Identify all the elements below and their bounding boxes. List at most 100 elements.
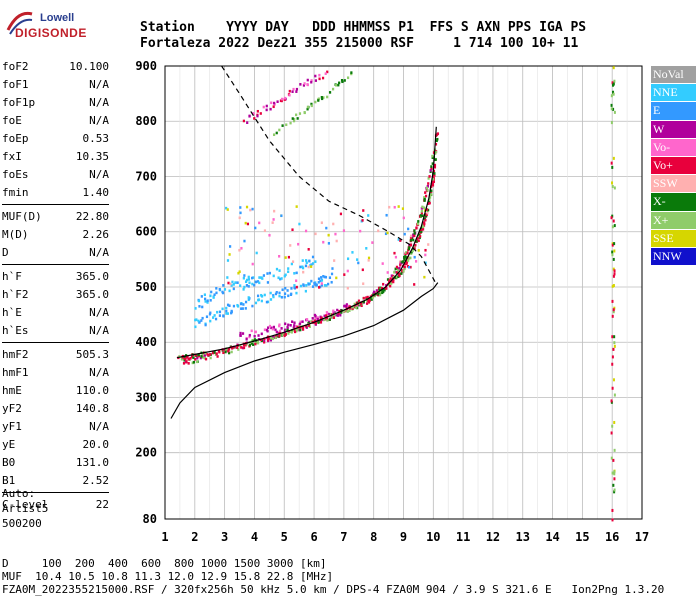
echo-x-trace [432, 174, 435, 178]
echo-o-trace [192, 360, 195, 364]
legend-item-nne: NNE [651, 84, 696, 102]
noise-echo [612, 347, 615, 351]
echo-e-lower [240, 307, 243, 310]
echo-e-lower [290, 292, 293, 296]
echo-w [280, 327, 283, 330]
echo-upper-x [293, 117, 296, 121]
param-separator [2, 492, 109, 493]
x-tick-label: 2 [191, 530, 198, 544]
echo-e-upper [242, 276, 245, 280]
echo-e-upper [203, 293, 206, 297]
echo-w [263, 328, 267, 332]
echo-upper-x [291, 117, 294, 120]
echo-w [250, 329, 253, 333]
echo-o-trace [287, 330, 290, 333]
param-name: foF1p [2, 96, 36, 109]
echo-e-upper [258, 276, 261, 279]
echo-upper-w [253, 117, 256, 120]
plot-frame [164, 65, 643, 520]
echo-o-trace [380, 287, 384, 290]
scatter-echo [295, 285, 298, 289]
echo-o-trace [425, 186, 429, 190]
echo-e-lower [310, 279, 313, 283]
scatter-echo [362, 209, 365, 212]
echo-x-trace [430, 189, 433, 193]
echo-e-lower [278, 294, 281, 298]
echo-o-trace [241, 346, 244, 350]
echo-e-lower [280, 295, 283, 299]
scaled-parameters-panel: foF2 10.100 foF1 N/A foF1p N/A foE N/A foEp 0.53 f… [2, 58, 109, 514]
scatter-echo [359, 229, 362, 233]
scatter-echo [314, 260, 317, 263]
y-tick-label: 300 [135, 390, 157, 404]
echo-e-lower [322, 274, 325, 278]
echo-x-trace [326, 319, 329, 322]
echo-e-upper [304, 264, 308, 268]
echo-e-lower [308, 282, 311, 286]
echo-x-trace [178, 355, 181, 358]
echo-x-trace [403, 267, 406, 271]
x-tick-label: 14 [545, 530, 559, 544]
x-tick-label: 10 [426, 530, 440, 544]
echo-w [274, 328, 277, 332]
scatter-echo [381, 262, 384, 265]
echo-e-lower [290, 287, 293, 290]
echo-x-trace [427, 201, 430, 205]
echo-o-trace [427, 182, 430, 185]
echo-x-trace [295, 328, 298, 331]
echo-e-upper [287, 267, 290, 270]
param-name: hmF2 [2, 348, 29, 361]
echo-w [343, 304, 347, 308]
echo-upper-w [252, 112, 255, 115]
echo-e-lower [251, 304, 254, 308]
echo-o-trace [225, 348, 228, 352]
echo-o-trace [412, 238, 415, 242]
echo-e-lower [269, 291, 272, 295]
noise-echo [610, 216, 613, 220]
echo-o-trace [416, 222, 419, 225]
echo-x-trace [402, 270, 405, 273]
echo-o-trace [305, 326, 308, 329]
echo-x-trace [307, 324, 310, 327]
echo-o-trace [390, 274, 393, 278]
echo-upper-w [283, 98, 286, 101]
echo-o-trace [420, 211, 423, 215]
echo-e-upper [251, 276, 254, 280]
echo-w [241, 332, 245, 335]
logo-line1: Lowell [40, 12, 75, 24]
param-row: h`Es N/A [2, 322, 109, 340]
noise-echo [611, 165, 614, 169]
echo-e-lower [274, 292, 278, 296]
legend-item-e: E [651, 102, 696, 120]
echo-upper-w [276, 100, 279, 103]
param-name: fxI [2, 150, 22, 163]
scatter-echo [351, 251, 354, 254]
echo-o-trace [409, 238, 412, 242]
echo-x-trace [436, 137, 439, 141]
echo-w [323, 314, 326, 318]
noise-echo [613, 335, 616, 339]
param-value: 10.35 [75, 150, 109, 163]
echo-w [336, 314, 339, 317]
echo-e-lower [286, 289, 289, 292]
noise-echo [611, 424, 614, 428]
echo-o-trace [301, 326, 305, 329]
noise-echo [612, 267, 615, 271]
legend-item-nnw: NNW [651, 247, 696, 266]
echo-upper-x [306, 105, 310, 109]
echo-x-trace [431, 183, 434, 186]
echo-o-trace [420, 210, 423, 213]
echo-x-trace [435, 133, 439, 136]
echo-e-lower [319, 279, 322, 283]
echo-x-trace [360, 304, 363, 308]
echo-e-lower [244, 307, 247, 310]
scatter-echo [406, 264, 409, 268]
scatter-echo [284, 286, 287, 290]
echo-x-trace [379, 293, 382, 297]
param-value: 110.0 [75, 384, 109, 397]
echo-w [287, 323, 290, 327]
scatter-echo [394, 255, 398, 259]
echo-e-upper [311, 262, 315, 265]
scatter-echo [258, 221, 261, 225]
param-row: M(D) 2.26 [2, 226, 109, 244]
